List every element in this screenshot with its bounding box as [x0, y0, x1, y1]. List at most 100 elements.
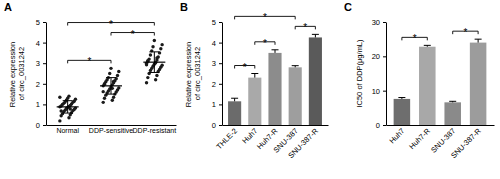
- plot-data: [228, 34, 322, 125]
- x-tick-label: Huh7: [387, 126, 406, 145]
- y-tick-label: 5: [212, 18, 216, 27]
- bar: [248, 78, 261, 125]
- dot: [145, 63, 148, 66]
- y-tick: 0: [36, 121, 46, 130]
- y-axis: 012345: [212, 18, 223, 130]
- significance-label: *: [87, 56, 91, 67]
- error-cap: [63, 100, 73, 101]
- dot: [103, 97, 106, 100]
- significance: *: [402, 33, 427, 44]
- x-axis-line: [47, 125, 177, 126]
- dot: [117, 86, 120, 89]
- bar: [419, 47, 436, 125]
- y-axis: 0 1 2 3 4 5: [36, 18, 47, 130]
- x-tick-label: Normal: [56, 127, 79, 134]
- y-tick-mark: [43, 125, 46, 126]
- y-axis-title: Relative expression of circ_0031242: [8, 40, 26, 108]
- error-cap: [292, 65, 299, 66]
- dot: [146, 76, 149, 79]
- y-tick-label: 5: [36, 18, 40, 27]
- x-tick: Normal: [56, 125, 79, 134]
- bar: [444, 102, 461, 125]
- x-axis: THLE-2Huh7Huh7-RSNU-387SNU-387-R: [215, 125, 329, 160]
- significance-label: *: [463, 27, 467, 38]
- significance-label: *: [263, 38, 267, 49]
- x-tick: DDP-resistant: [133, 125, 177, 134]
- significance-label: *: [303, 22, 307, 33]
- x-tick: Huh7: [387, 125, 406, 145]
- dot: [67, 116, 70, 119]
- y-axis-title-line: of circ_0031242: [193, 47, 202, 100]
- dot: [154, 78, 157, 81]
- bar: [394, 99, 411, 125]
- significance: *: [68, 56, 111, 67]
- y-axis-title: IC50 of DDP(μg/mL): [355, 39, 364, 108]
- significance: *: [255, 38, 275, 49]
- dot: [155, 74, 158, 77]
- x-axis-line: [387, 125, 495, 126]
- y-axis-line: [46, 23, 47, 126]
- y-tick-label: 30: [372, 18, 380, 27]
- y-tick-mark: [383, 22, 386, 23]
- y-tick: 1: [212, 100, 222, 109]
- x-tick: THLE-2: [215, 125, 240, 151]
- y-tick: 30: [372, 18, 386, 27]
- bar: [268, 53, 281, 125]
- error-cap: [106, 77, 116, 78]
- y-axis-title-line: of circ_0031242: [17, 47, 26, 100]
- y-tick-mark: [383, 56, 386, 57]
- x-tick: DDP-sensitive: [89, 125, 133, 134]
- y-tick-label: 3: [36, 59, 40, 68]
- y-tick-label: 10: [372, 87, 380, 96]
- x-tick: SNU-387-R: [286, 125, 320, 160]
- y-tick: 3: [36, 59, 46, 68]
- dot: [112, 95, 115, 98]
- error-bar: [154, 52, 155, 73]
- dot: [117, 70, 120, 73]
- y-tick-mark: [43, 22, 46, 23]
- error-cap: [63, 113, 73, 114]
- x-tick-label: THLE-2: [215, 126, 240, 151]
- error-cap: [251, 73, 258, 74]
- panel: B012345Relative expression of circ_00312…: [180, 1, 329, 160]
- error-cap: [149, 51, 159, 52]
- dot: [109, 67, 112, 70]
- x-tick-label: SNU-387-R: [449, 126, 483, 160]
- error-cap: [272, 49, 279, 50]
- panel-label: B: [180, 1, 188, 13]
- significance: *: [453, 27, 478, 38]
- error-cap: [231, 98, 238, 99]
- y-tick-label: 0: [212, 121, 216, 130]
- error-cap: [449, 101, 456, 102]
- y-tick: 2: [212, 80, 222, 89]
- x-tick: SNU-387-R: [449, 125, 483, 160]
- panel-label: C: [344, 1, 352, 13]
- y-tick: 4: [212, 39, 222, 48]
- y-tick: 0: [212, 121, 222, 130]
- y-tick: 4: [36, 39, 46, 48]
- y-tick-mark: [383, 125, 386, 126]
- dot: [108, 72, 111, 75]
- y-tick-label: 0: [36, 121, 40, 130]
- y-tick-mark: [219, 43, 222, 44]
- bar: [289, 67, 302, 125]
- error-bar: [67, 101, 68, 113]
- y-tick: 2: [36, 80, 46, 89]
- dot: [155, 56, 158, 59]
- bar: [228, 101, 241, 125]
- x-tick-label: Huh7-R: [407, 126, 432, 151]
- dot: [58, 95, 61, 98]
- y-tick-mark: [219, 22, 222, 23]
- significance: *: [235, 12, 296, 23]
- y-tick-label: 4: [212, 39, 216, 48]
- y-tick: 20: [372, 52, 386, 61]
- bar: [470, 43, 487, 125]
- x-tick-label: SNU-387-R: [286, 126, 320, 160]
- y-tick: 5: [36, 18, 46, 27]
- y-tick-label: 1: [36, 100, 40, 109]
- dot: [111, 99, 114, 102]
- y-tick-mark: [219, 104, 222, 105]
- panel-label: A: [4, 1, 12, 13]
- dot: [58, 119, 61, 122]
- plot-data: [394, 39, 487, 125]
